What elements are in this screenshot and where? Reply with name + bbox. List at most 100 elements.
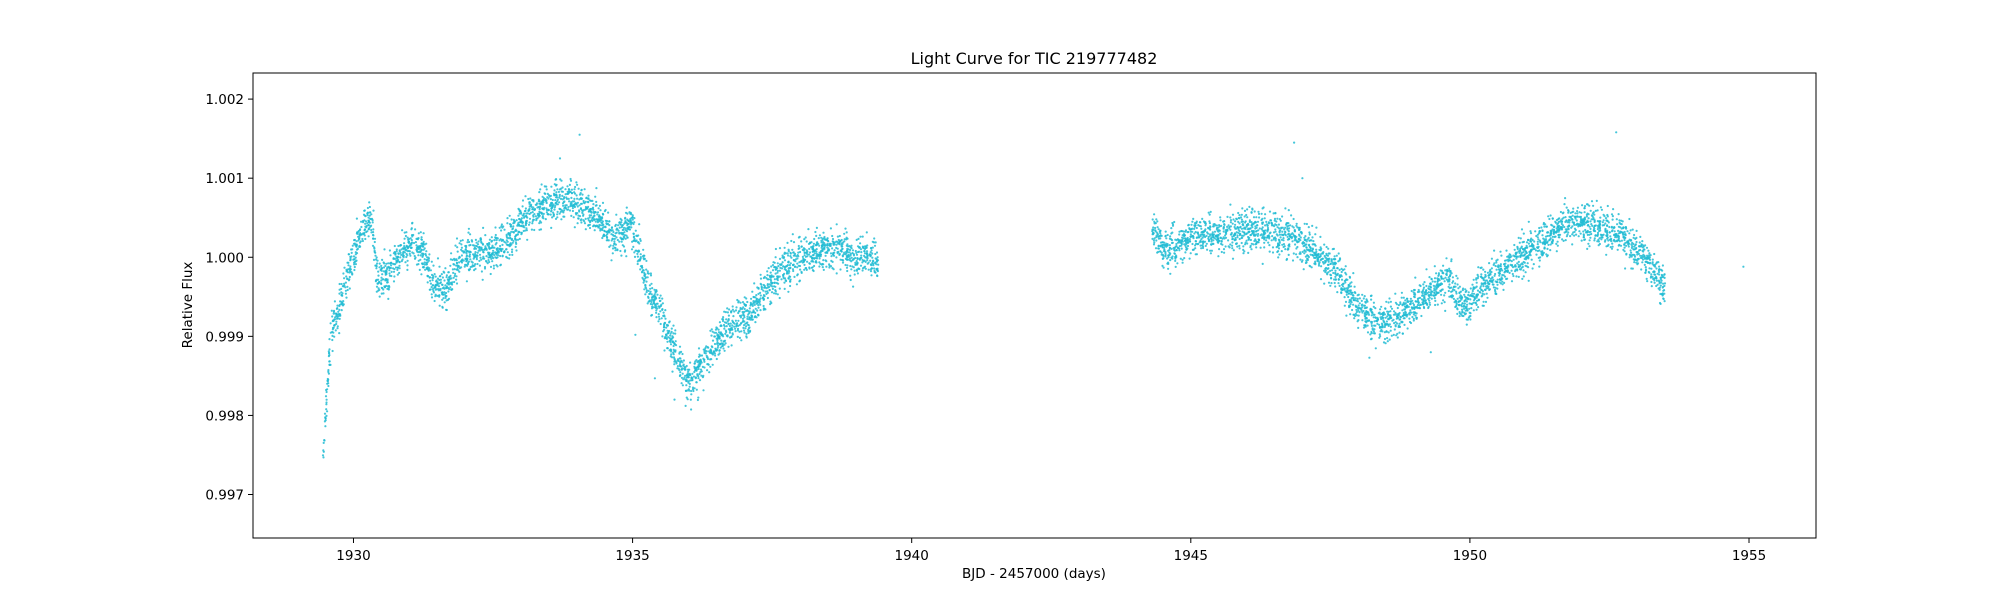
flux-point: [593, 214, 596, 217]
flux-point: [331, 320, 334, 323]
flux-point: [791, 268, 795, 271]
flux-point: [1175, 242, 1178, 246]
flux-point: [625, 234, 628, 237]
flux-point: [1445, 273, 1448, 277]
flux-point: [341, 292, 344, 295]
flux-point: [375, 265, 378, 268]
flux-point: [691, 378, 694, 382]
flux-point: [592, 203, 595, 206]
flux-point: [768, 285, 771, 289]
flux-point: [1152, 243, 1156, 246]
flux-point: [745, 309, 748, 313]
flux-point: [782, 277, 785, 280]
flux-point: [817, 237, 820, 240]
flux-point: [325, 398, 328, 401]
flux-point: [1460, 298, 1463, 301]
flux-point: [1423, 281, 1426, 284]
flux-point: [858, 246, 861, 249]
flux-point: [585, 197, 588, 200]
flux-point: [710, 352, 714, 355]
flux-point: [405, 255, 408, 259]
flux-point: [662, 311, 665, 314]
flux-point: [575, 203, 578, 206]
flux-point: [714, 348, 718, 351]
flux-point: [759, 282, 762, 285]
flux-point: [669, 341, 672, 344]
flux-point: [517, 221, 520, 224]
flux-point: [1352, 296, 1355, 300]
flux-point: [1425, 268, 1428, 271]
flux-point: [1281, 215, 1284, 218]
flux-point: [820, 249, 823, 253]
flux-point: [727, 322, 730, 325]
flux-point: [1243, 215, 1246, 218]
flux-point: [1370, 294, 1373, 297]
flux-point: [436, 294, 439, 297]
flux-point: [511, 228, 514, 231]
flux-point: [596, 211, 600, 214]
flux-point: [343, 277, 346, 280]
flux-point: [848, 251, 851, 254]
flux-point: [1336, 291, 1339, 294]
flux-point: [679, 371, 682, 374]
flux-point: [456, 264, 459, 267]
flux-point: [874, 252, 877, 256]
flux-point: [649, 272, 653, 275]
flux-point: [689, 398, 692, 401]
flux-point: [1287, 253, 1290, 256]
flux-point: [1336, 267, 1339, 270]
flux-point: [384, 264, 387, 267]
flux-point: [616, 248, 619, 251]
data-points: [321, 131, 1745, 459]
flux-point: [1217, 255, 1220, 258]
flux-point: [1193, 232, 1196, 235]
flux-point: [1287, 248, 1290, 251]
flux-point: [552, 215, 555, 218]
flux-point: [1153, 241, 1156, 244]
flux-point: [566, 185, 569, 188]
flux-point: [483, 248, 486, 251]
flux-point: [451, 268, 454, 271]
flux-point: [612, 230, 615, 234]
flux-point: [729, 328, 732, 331]
flux-point: [1255, 246, 1258, 249]
flux-point: [1285, 258, 1288, 261]
flux-point: [771, 281, 774, 284]
flux-point: [374, 254, 377, 257]
flux-point: [679, 361, 682, 364]
flux-point: [1175, 254, 1178, 257]
flux-point: [1229, 233, 1232, 236]
flux-point: [1424, 291, 1427, 294]
flux-point: [1166, 257, 1169, 260]
flux-point: [325, 414, 328, 417]
flux-point: [824, 254, 827, 257]
flux-point: [403, 231, 406, 234]
flux-point: [1417, 297, 1420, 300]
flux-point: [1176, 262, 1179, 265]
flux-point: [743, 316, 746, 319]
flux-point: [749, 329, 752, 332]
flux-point: [849, 278, 852, 282]
flux-point: [627, 219, 630, 222]
flux-point: [1159, 250, 1162, 253]
flux-point: [328, 363, 331, 366]
flux-point: [807, 253, 811, 256]
flux-point: [540, 221, 543, 224]
flux-point: [1185, 248, 1188, 251]
flux-point: [422, 240, 425, 243]
flux-point: [1194, 230, 1197, 234]
flux-point: [527, 223, 531, 226]
flux-point: [718, 337, 721, 340]
flux-point: [444, 284, 447, 287]
flux-point: [357, 235, 360, 238]
flux-point: [731, 333, 734, 336]
flux-point: [792, 264, 795, 267]
flux-point: [424, 268, 427, 271]
flux-point: [1367, 313, 1371, 316]
flux-point: [1412, 303, 1416, 307]
flux-point: [684, 378, 687, 381]
flux-point: [1413, 307, 1416, 310]
flux-point: [1458, 291, 1461, 295]
flux-point: [769, 279, 773, 282]
flux-point: [787, 254, 790, 257]
